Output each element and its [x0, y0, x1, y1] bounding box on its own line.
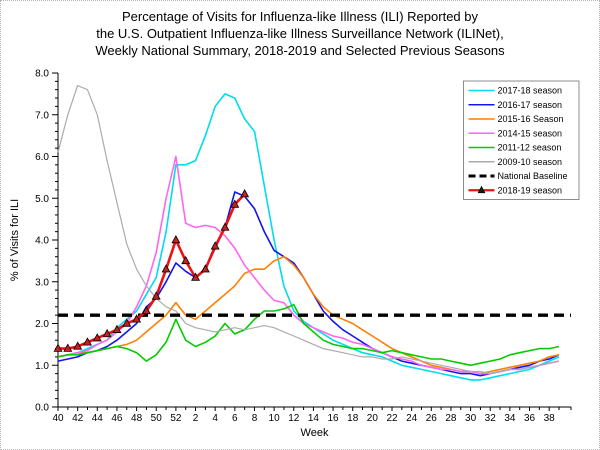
svg-text:38: 38 — [544, 413, 556, 424]
chart-title-line-1: Percentage of Visits for Influenza-like … — [122, 9, 478, 24]
legend-item-2011-12-season: 2011-12 season — [468, 143, 562, 153]
svg-text:6.0: 6.0 — [35, 152, 49, 163]
series-markers-2018-19 — [53, 189, 250, 352]
series-line-2017-18-season — [57, 93, 560, 381]
svg-text:46: 46 — [111, 413, 123, 424]
y-tick-labels: 0.0 1.0 2.0 3.0 4.0 5.0 6.0 7.0 8.0 — [35, 69, 49, 414]
svg-text:8: 8 — [252, 413, 258, 424]
svg-text:2016-17 season: 2016-17 season — [498, 100, 563, 110]
svg-text:16: 16 — [327, 413, 339, 424]
svg-text:6: 6 — [232, 413, 238, 424]
svg-text:40: 40 — [52, 413, 64, 424]
svg-text:52: 52 — [170, 413, 182, 424]
chart-title: Percentage of Visits for Influenza-like … — [1, 8, 599, 59]
svg-text:20: 20 — [367, 413, 379, 424]
series-line-2014-15-season — [57, 155, 560, 375]
svg-text:14: 14 — [308, 413, 320, 424]
svg-text:42: 42 — [72, 413, 84, 424]
svg-text:18: 18 — [347, 413, 359, 424]
svg-text:5.0: 5.0 — [35, 194, 49, 205]
svg-text:10: 10 — [269, 413, 281, 424]
svg-text:0.0: 0.0 — [35, 403, 49, 414]
svg-text:12: 12 — [288, 413, 300, 424]
svg-text:2017-18 season: 2017-18 season — [498, 86, 563, 96]
svg-text:2.0: 2.0 — [35, 319, 49, 330]
svg-text:3.0: 3.0 — [35, 277, 49, 288]
x-tick-labels: 40 42 44 46 48 50 52 2 4 6 8 10 12 14 16 18 20 22 24 26 28 30… — [52, 413, 555, 424]
svg-text:2009-10 season: 2009-10 season — [498, 157, 563, 167]
series-line-2016-17-season — [57, 191, 560, 377]
x-ticks — [57, 407, 572, 411]
chart-title-line-3: Weekly National Summary, 2018-2019 and S… — [95, 43, 505, 58]
svg-text:8.0: 8.0 — [35, 69, 49, 80]
svg-text:1.0: 1.0 — [35, 361, 49, 372]
svg-text:48: 48 — [131, 413, 143, 424]
svg-text:50: 50 — [151, 413, 163, 424]
svg-text:26: 26 — [426, 413, 438, 424]
y-ticks — [52, 72, 58, 408]
legend: 2017-18 season 2016-17 season 2015-16 Seas… — [463, 80, 580, 200]
svg-text:2014-15 season: 2014-15 season — [498, 128, 563, 138]
legend-item-2017-18-season: 2017-18 season — [468, 86, 563, 96]
legend-item-2018-19-season: 2018-19 season — [468, 185, 563, 195]
svg-text:2018-19 season: 2018-19 season — [498, 185, 563, 195]
legend-item-2009-10-season: 2009-10 season — [468, 157, 563, 167]
legend-item-2015-16-season: 2015-16 Season — [468, 114, 564, 124]
svg-text:22: 22 — [386, 413, 398, 424]
series-line-2011-12-season — [57, 303, 560, 367]
legend-item-2014-15-season: 2014-15 season — [468, 128, 563, 138]
svg-text:4: 4 — [212, 413, 218, 424]
svg-text:44: 44 — [92, 413, 104, 424]
svg-text:2015-16 Season: 2015-16 Season — [498, 114, 564, 124]
legend-item-2016-17-season: 2016-17 season — [468, 100, 563, 110]
svg-text:National Baseline: National Baseline — [498, 171, 568, 181]
svg-text:28: 28 — [445, 413, 457, 424]
svg-text:34: 34 — [504, 413, 516, 424]
svg-text:24: 24 — [406, 413, 418, 424]
x-axis-label: Week — [301, 427, 329, 439]
svg-text:2: 2 — [193, 413, 199, 424]
svg-text:2011-12 season: 2011-12 season — [498, 143, 562, 153]
series-line-2009-10-season — [57, 84, 560, 375]
y-axis-label: % of Visits for ILI — [9, 199, 21, 281]
svg-text:32: 32 — [485, 413, 497, 424]
chart-title-line-2: the U.S. Outpatient Influenza-like Illne… — [96, 26, 504, 41]
svg-text:30: 30 — [465, 413, 477, 424]
legend-item-national-baseline: National Baseline — [468, 171, 568, 181]
svg-text:36: 36 — [524, 413, 536, 424]
svg-text:4.0: 4.0 — [35, 236, 49, 247]
svg-text:7.0: 7.0 — [35, 110, 49, 121]
